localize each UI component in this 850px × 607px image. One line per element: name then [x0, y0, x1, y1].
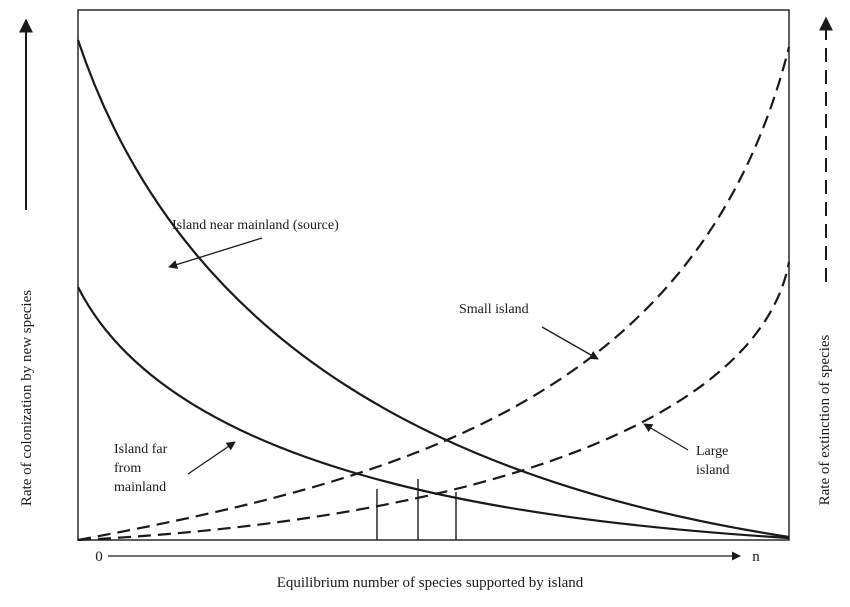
annotation-large-island-line2: island — [696, 463, 729, 478]
annotation-small-island: Small island — [459, 302, 529, 317]
annotation-far-mainland-line1: Island far — [114, 442, 168, 457]
y-axis-left-label: Rate of colonization by new species — [19, 290, 35, 506]
annotation-large-island-line1: Large — [696, 444, 728, 459]
annotation-far-mainland-line2: from — [114, 461, 141, 476]
annotation-far-mainland-line3: mainland — [114, 480, 166, 495]
annotation-near-mainland: Island near mainland (source) — [172, 218, 339, 233]
x-axis-label: Equilibrium number of species supported … — [277, 575, 584, 591]
pointer-arrow-near-mainland — [168, 237, 263, 269]
curve-colonization-near-mainland — [76, 39, 790, 539]
curve-extinction-small-island — [77, 46, 791, 542]
pointer-arrow-large-island — [643, 423, 689, 451]
x-axis-end-label: n — [752, 549, 760, 565]
pointer-arrow-small-island — [541, 326, 599, 360]
curve-colonization-far-mainland — [77, 286, 790, 540]
y-axis-right-label: Rate of extinction of species — [817, 334, 833, 505]
x-axis-start-label: 0 — [95, 549, 103, 565]
plot-frame — [77, 9, 790, 541]
curve-extinction-large-island — [77, 261, 791, 542]
pointer-arrow-far-mainland — [187, 441, 236, 475]
